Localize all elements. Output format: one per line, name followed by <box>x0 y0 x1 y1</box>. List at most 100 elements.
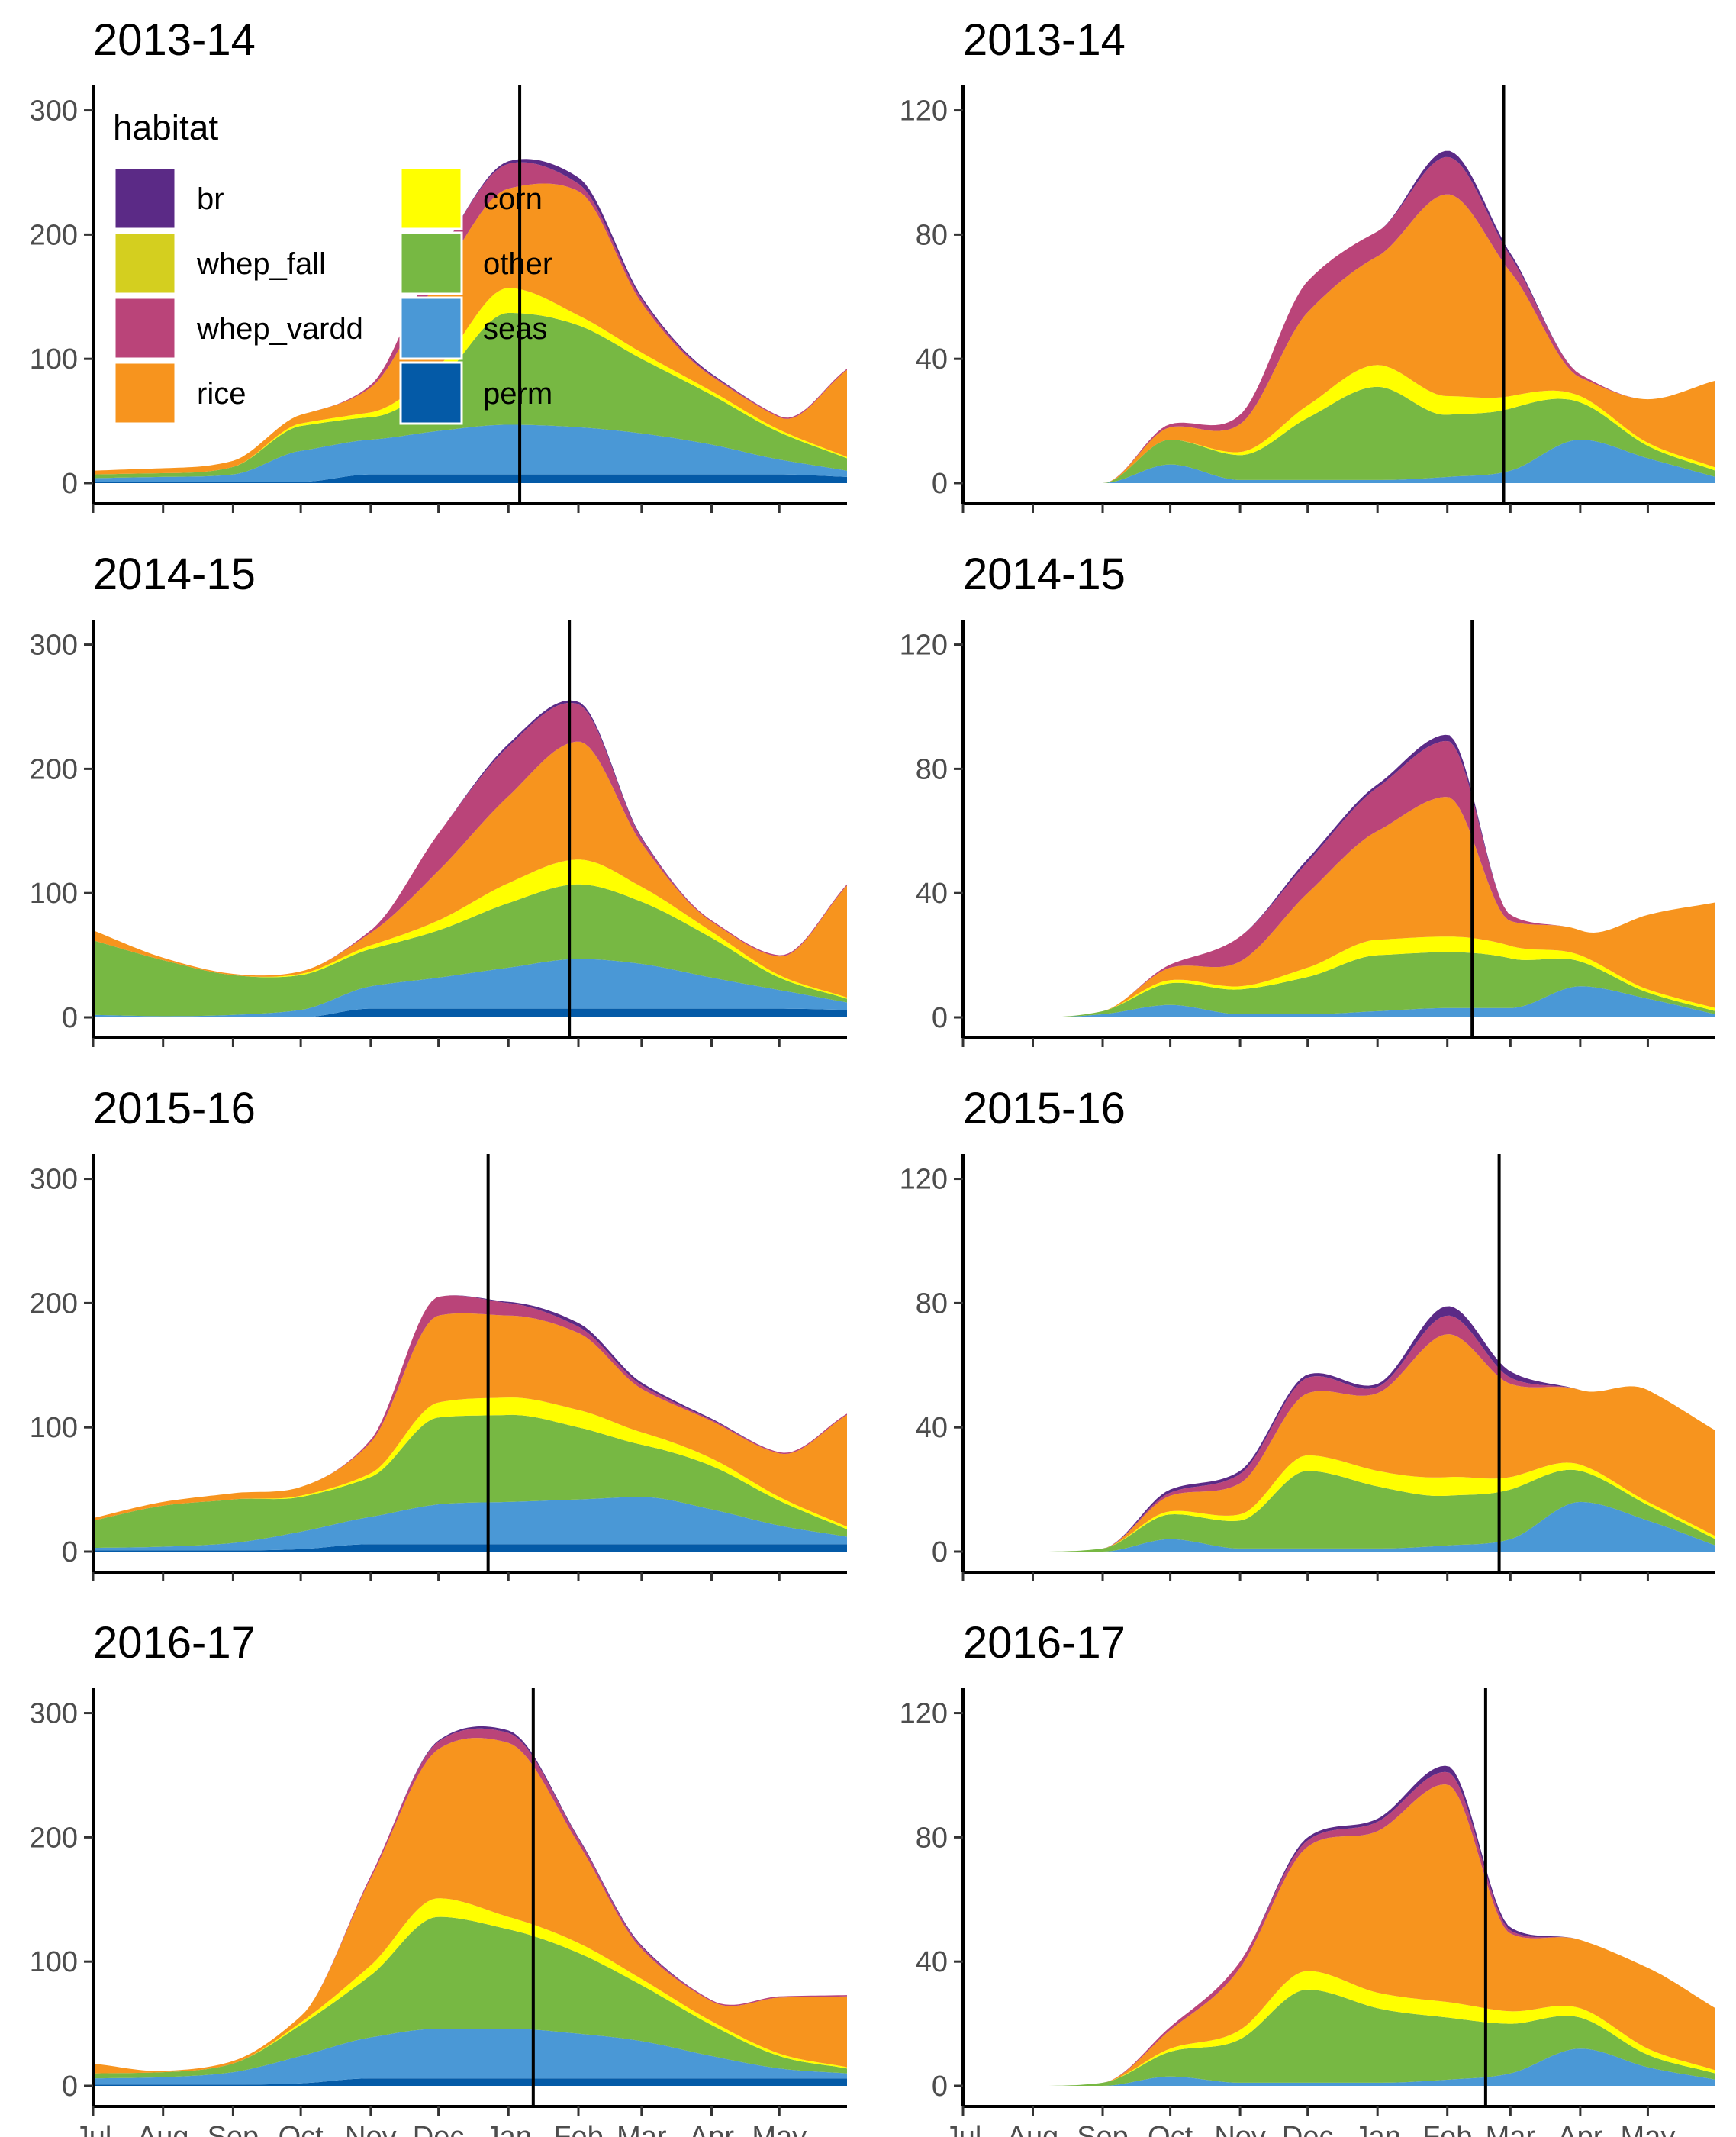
x-tick-label: May <box>752 2121 807 2137</box>
y-tick-label: 40 <box>916 1946 948 1978</box>
legend-key-br <box>113 166 177 230</box>
y-tick-label: 0 <box>62 1536 78 1568</box>
x-tick-label: Apr <box>1557 2121 1602 2137</box>
area-seas-panel-4 <box>963 986 1715 1017</box>
y-tick-label: 40 <box>916 1412 948 1444</box>
x-tick-label: May <box>1621 2121 1676 2137</box>
legend-key-corn <box>399 166 463 230</box>
legend-label-seas: seas <box>483 312 548 346</box>
x-tick-label: Sep <box>208 2121 259 2137</box>
y-tick-label: 0 <box>932 468 948 500</box>
area-rice-panel-1 <box>93 183 847 475</box>
panel-title: 2014-15 <box>963 550 1126 599</box>
y-tick-label: 0 <box>932 2071 948 2103</box>
y-tick-label: 120 <box>900 95 948 127</box>
legend-label-corn: corn <box>483 182 543 216</box>
panel-4: 0 40 80 120 2014-15 <box>900 550 1715 1047</box>
panel-2: 0 40 80 120 2013-14 <box>900 15 1715 513</box>
area-corn-panel-3 <box>93 859 847 999</box>
area-perm-panel-1 <box>93 474 847 483</box>
area-corn-panel-6 <box>963 1455 1715 1552</box>
y-tick-label: 40 <box>916 878 948 910</box>
x-tick-label: Feb <box>553 2121 603 2137</box>
y-tick-label: 100 <box>30 878 78 910</box>
y-tick-label: 300 <box>30 1164 78 1196</box>
legend-key-other <box>399 231 463 295</box>
area-rice-panel-3 <box>93 741 847 998</box>
panel-title: 2013-14 <box>963 15 1126 65</box>
area-rice-panel-4 <box>963 797 1715 1017</box>
y-tick-label: 100 <box>30 343 78 376</box>
y-tick-label: 200 <box>30 219 78 251</box>
y-tick-label: 80 <box>916 219 948 251</box>
panel-title: 2015-16 <box>93 1084 256 1133</box>
area-other-panel-8 <box>963 1989 1715 2086</box>
x-tick-label: Apr <box>689 2121 734 2137</box>
panel-3: 0 100 200 300 2014-15 <box>30 550 847 1047</box>
x-tick-label: Jan <box>485 2121 532 2137</box>
area-rice-panel-6 <box>963 1334 1715 1552</box>
area-corn-panel-4 <box>963 936 1715 1017</box>
x-tick-label: Mar <box>1486 2121 1536 2137</box>
x-tick-label: Oct <box>1148 2121 1193 2137</box>
legend-key-perm <box>399 361 463 425</box>
area-corn-panel-2 <box>963 365 1715 483</box>
area-rice-panel-7 <box>93 1738 847 2074</box>
area-other-panel-6 <box>963 1469 1715 1552</box>
legend-label-rice: rice <box>197 377 246 411</box>
x-tick-label: Jul <box>945 2121 982 2137</box>
area-seas-panel-5 <box>93 1497 847 1551</box>
legend-key-whep_vardd <box>113 296 177 360</box>
area-rice-panel-5 <box>93 1313 847 1527</box>
area-seas-panel-6 <box>963 1501 1715 1552</box>
x-tick-label: Sep <box>1077 2121 1129 2137</box>
area-rice-panel-2 <box>963 194 1715 483</box>
legend-label-br: br <box>197 182 224 216</box>
legend-label-whep_fall: whep_fall <box>196 247 326 281</box>
area-other-panel-7 <box>93 1916 847 2079</box>
y-tick-label: 80 <box>916 1288 948 1320</box>
x-tick-label: Dec <box>413 2121 465 2137</box>
legend-label-whep_vardd: whep_vardd <box>196 312 363 346</box>
area-corn-panel-8 <box>963 1971 1715 2086</box>
x-tick-label: Nov <box>1214 2121 1266 2137</box>
area-whep_vardd-panel-1 <box>93 162 847 471</box>
y-tick-label: 300 <box>30 630 78 662</box>
y-tick-label: 0 <box>62 1002 78 1034</box>
legend-key-rice <box>113 361 177 425</box>
legend-title: habitat <box>113 108 218 147</box>
y-tick-label: 300 <box>30 1698 78 1730</box>
panel-title: 2013-14 <box>93 15 256 65</box>
panel-1: 0 100 200 300 2013-14 <box>30 15 847 513</box>
x-tick-label: Feb <box>1422 2121 1472 2137</box>
y-tick-label: 0 <box>62 468 78 500</box>
legend: habitat br corn whep_fall other whep_vardd sea… <box>113 108 552 425</box>
panel-title: 2016-17 <box>963 1618 1126 1668</box>
panel-5: 0 100 200 300 2015-16 <box>30 1084 847 1581</box>
legend-label-perm: perm <box>483 377 552 411</box>
y-tick-label: 100 <box>30 1412 78 1444</box>
area-seas-panel-8 <box>963 2048 1715 2086</box>
y-tick-label: 200 <box>30 1822 78 1854</box>
y-tick-label: 0 <box>932 1536 948 1568</box>
panel-7: 0 100 200 300 Jul Aug Sep Oct Nov Dec Jan Feb Mar Apr… <box>30 1618 847 2137</box>
panel-8: 0 40 80 120 Jul Aug Sep Oct Nov Dec Jan Feb Mar Apr Ma… <box>900 1618 1715 2137</box>
area-other-panel-5 <box>93 1414 847 1549</box>
area-other-panel-4 <box>963 952 1715 1017</box>
y-tick-label: 200 <box>30 1288 78 1320</box>
x-tick-label: Jul <box>75 2121 112 2137</box>
panel-title: 2015-16 <box>963 1084 1126 1133</box>
area-perm-panel-7 <box>93 2078 847 2086</box>
panel-title: 2014-15 <box>93 550 256 599</box>
y-tick-label: 120 <box>900 1164 948 1196</box>
area-other-panel-2 <box>963 386 1715 483</box>
x-tick-label: Nov <box>345 2121 397 2137</box>
x-tick-label: Dec <box>1282 2121 1334 2137</box>
y-tick-label: 300 <box>30 95 78 127</box>
legend-label-other: other <box>483 247 552 281</box>
area-other-panel-1 <box>93 312 847 479</box>
x-tick-label: Mar <box>617 2121 667 2137</box>
area-other-panel-3 <box>93 884 847 1017</box>
y-tick-label: 80 <box>916 1822 948 1854</box>
